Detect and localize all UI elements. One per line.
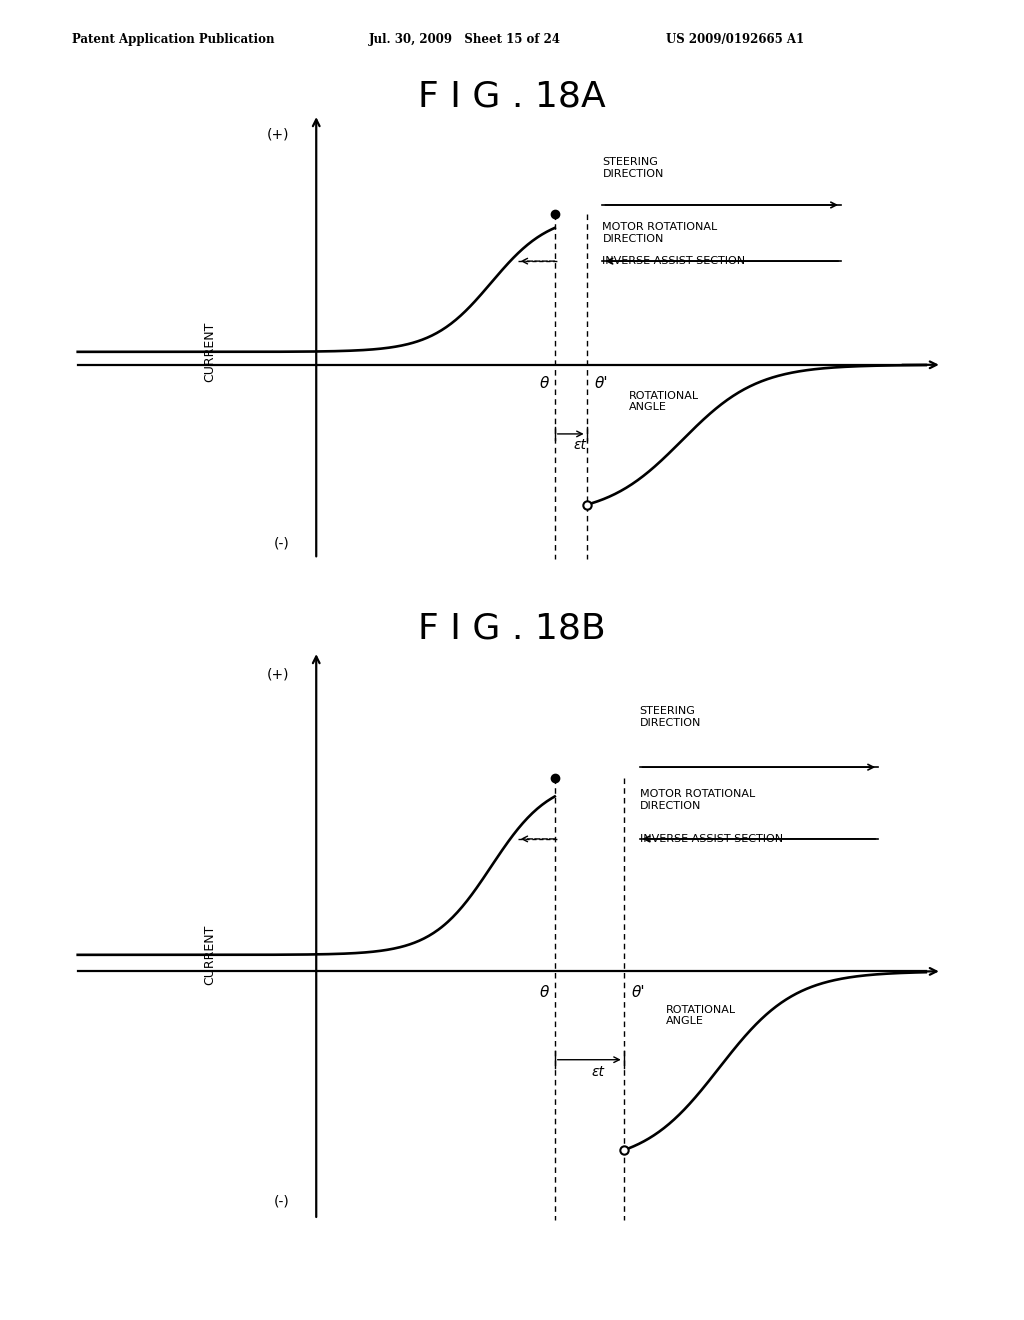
Text: Patent Application Publication: Patent Application Publication — [72, 33, 274, 46]
Text: ROTATIONAL
ANGLE: ROTATIONAL ANGLE — [666, 1005, 736, 1026]
Text: MOTOR ROTATIONAL
DIRECTION: MOTOR ROTATIONAL DIRECTION — [602, 222, 718, 244]
Text: θ': θ' — [632, 985, 645, 1001]
Text: θ: θ — [540, 376, 550, 391]
Text: MOTOR ROTATIONAL
DIRECTION: MOTOR ROTATIONAL DIRECTION — [640, 789, 755, 810]
Text: STEERING
DIRECTION: STEERING DIRECTION — [640, 706, 701, 729]
Text: CURRENT: CURRENT — [204, 322, 217, 381]
Text: εt: εt — [592, 1065, 605, 1080]
Text: INVERSE ASSIST SECTION: INVERSE ASSIST SECTION — [602, 256, 745, 267]
Text: (-): (-) — [274, 536, 290, 550]
Text: INVERSE ASSIST SECTION: INVERSE ASSIST SECTION — [640, 834, 782, 843]
Text: F I G . 18A: F I G . 18A — [418, 79, 606, 114]
Text: θ: θ — [540, 985, 550, 1001]
Text: Jul. 30, 2009   Sheet 15 of 24: Jul. 30, 2009 Sheet 15 of 24 — [369, 33, 561, 46]
Text: (-): (-) — [274, 1195, 290, 1209]
Text: CURRENT: CURRENT — [204, 924, 217, 985]
Text: εt: εt — [573, 438, 587, 453]
Text: F I G . 18B: F I G . 18B — [418, 611, 606, 645]
Text: US 2009/0192665 A1: US 2009/0192665 A1 — [666, 33, 804, 46]
Text: θ': θ' — [595, 376, 608, 391]
Text: STEERING
DIRECTION: STEERING DIRECTION — [602, 157, 664, 180]
Text: ROTATIONAL
ANGLE: ROTATIONAL ANGLE — [629, 391, 699, 412]
Text: (+): (+) — [267, 668, 290, 682]
Text: (+): (+) — [267, 127, 290, 141]
